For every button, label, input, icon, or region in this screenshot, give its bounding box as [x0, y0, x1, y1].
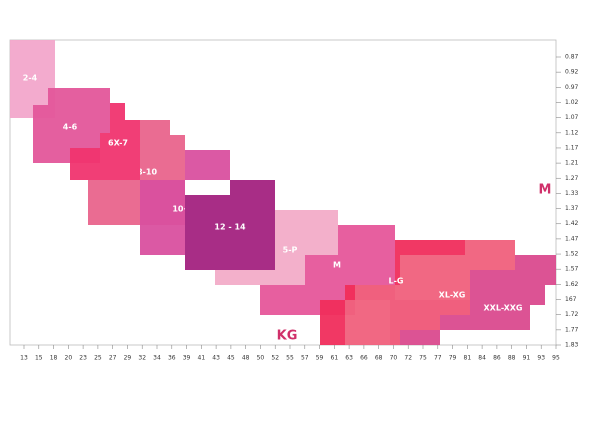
- x-tick-label: 68: [375, 355, 383, 362]
- y-tick-label: 1.07: [565, 114, 579, 121]
- x-tick-label: 43: [212, 355, 220, 362]
- x-tick-label: 57: [301, 355, 309, 362]
- x-tick-label: 84: [478, 355, 486, 362]
- y-tick-label: 1.27: [565, 175, 579, 182]
- y-tick-label: 0.97: [565, 84, 579, 91]
- region-label: XL-XG: [439, 291, 466, 300]
- y-tick-label: 1.52: [565, 251, 579, 258]
- y-tick-label: 1.77: [565, 326, 579, 333]
- x-tick-label: 81: [464, 355, 472, 362]
- y-unit: M: [539, 183, 552, 198]
- y-tick-label: 1.33: [565, 190, 579, 197]
- y-tick-label: 1.83: [565, 342, 579, 349]
- x-tick-label: 77: [434, 355, 442, 362]
- size-region: [70, 103, 140, 180]
- x-tick-label: 93: [537, 355, 545, 362]
- x-tick-label: 95: [552, 355, 560, 362]
- y-tick-label: 0.87: [565, 54, 579, 61]
- y-tick-label: 1.21: [565, 160, 579, 167]
- x-tick-label: 13: [20, 355, 28, 362]
- y-tick-label: 1.62: [565, 281, 579, 288]
- y-tick-label: 1.47: [565, 235, 579, 242]
- y-tick-label: 167: [565, 296, 577, 303]
- y-tick-label: 1.17: [565, 144, 579, 151]
- region-label: M: [333, 261, 341, 270]
- region-label: XXL-XXG: [483, 304, 522, 313]
- x-tick-label: 20: [65, 355, 73, 362]
- y-tick-label: 1.57: [565, 266, 579, 273]
- x-tick-label: 52: [271, 355, 279, 362]
- x-tick-label: 15: [35, 355, 43, 362]
- size-region: [320, 240, 465, 345]
- plot-frame: [9, 39, 557, 346]
- size-region: [33, 88, 110, 163]
- x-tick-label: 61: [331, 355, 339, 362]
- y-tick-label: 1.72: [565, 311, 579, 318]
- y-tick-label: 1.02: [565, 99, 579, 106]
- x-tick-label: 34: [153, 355, 161, 362]
- region-label: 4-6: [63, 123, 78, 132]
- region-label: 8-10: [137, 168, 157, 177]
- x-tick-label: 86: [493, 355, 501, 362]
- x-tick-label: 88: [508, 355, 516, 362]
- x-tick-label: 25: [94, 355, 102, 362]
- x-tick-label: 36: [168, 355, 176, 362]
- x-tick-label: 18: [50, 355, 58, 362]
- size-region: [345, 240, 515, 345]
- region-label: 6X-7: [108, 139, 128, 148]
- x-tick-label: 55: [286, 355, 294, 362]
- x-tick-label: 29: [124, 355, 132, 362]
- size-region: [215, 210, 338, 285]
- x-tick-label: 32: [138, 355, 146, 362]
- size-region: [185, 180, 275, 270]
- x-tick-label: 39: [183, 355, 191, 362]
- x-tick-label: 63: [345, 355, 353, 362]
- x-tick-label: 70: [390, 355, 398, 362]
- x-tick-label: 79: [449, 355, 457, 362]
- region-label: 2-4: [23, 74, 38, 83]
- y-tick-label: 1.42: [565, 220, 579, 227]
- y-tick-label: 0.92: [565, 69, 579, 76]
- x-tick-label: 72: [404, 355, 412, 362]
- y-tick-label: 1.12: [565, 129, 579, 136]
- x-unit: KG: [277, 329, 298, 344]
- region-label: 5-P: [283, 246, 298, 255]
- x-tick-label: 59: [316, 355, 324, 362]
- x-tick-label: 27: [109, 355, 117, 362]
- x-tick-label: 66: [360, 355, 368, 362]
- x-tick-label: 48: [242, 355, 250, 362]
- x-tick-label: 23: [79, 355, 87, 362]
- x-tick-label: 45: [227, 355, 235, 362]
- x-tick-label: 41: [198, 355, 206, 362]
- y-tick-label: 1.37: [565, 205, 579, 212]
- x-tick-label: 75: [419, 355, 427, 362]
- x-tick-label: 50: [257, 355, 265, 362]
- x-tick-label: 91: [523, 355, 531, 362]
- region-label: L-G: [389, 277, 404, 286]
- region-label: 12 - 14: [214, 223, 246, 232]
- size-region: [10, 40, 55, 118]
